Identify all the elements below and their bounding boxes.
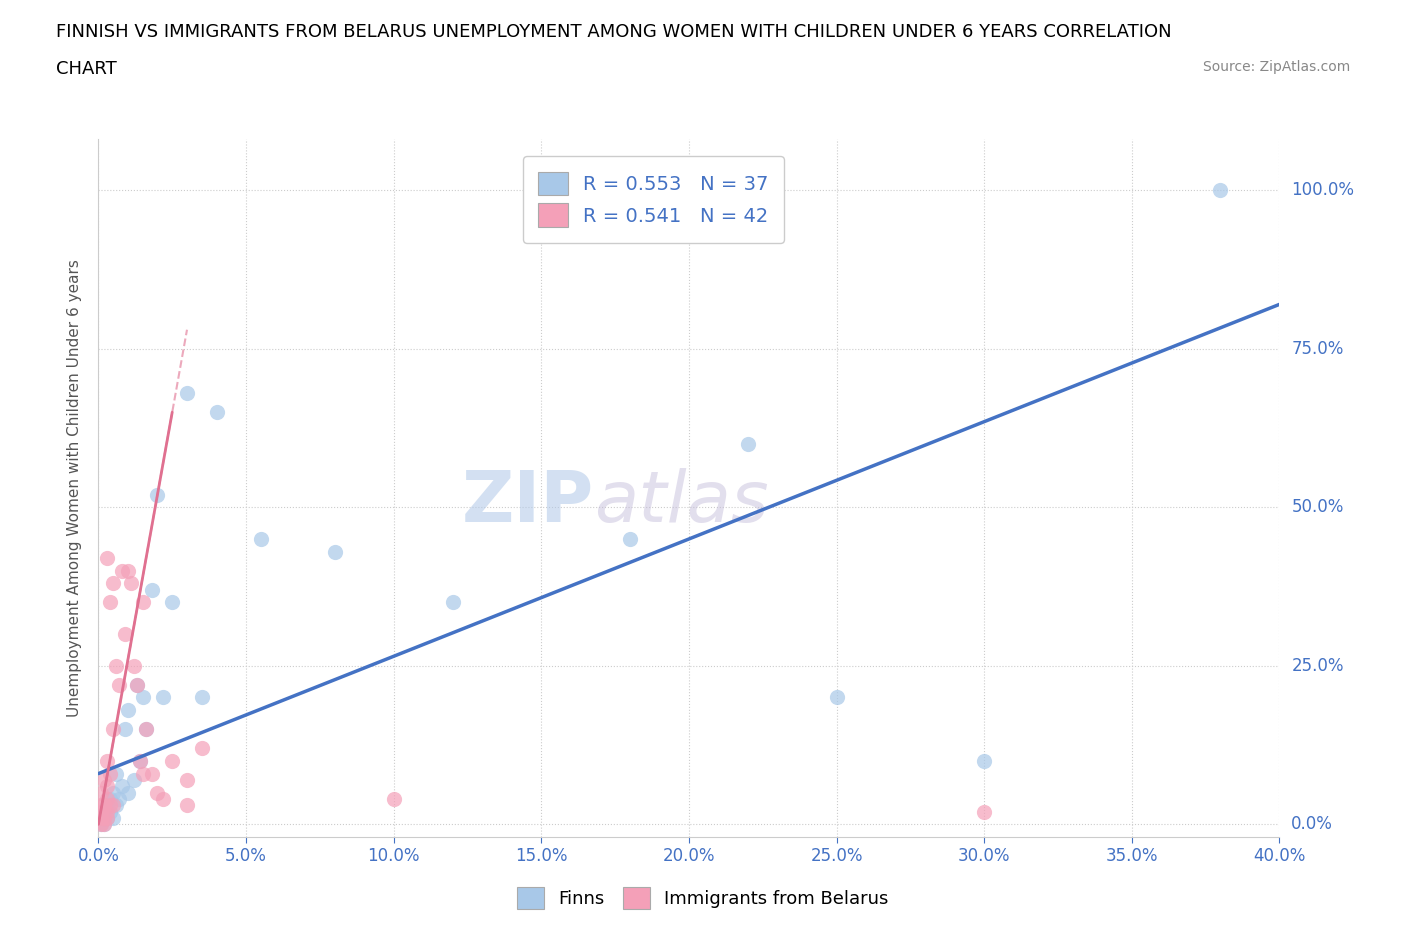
Point — [96, 811, 118, 826]
Point — [191, 741, 214, 756]
Point — [132, 595, 155, 610]
Y-axis label: Unemployment Among Women with Children Under 6 years: Unemployment Among Women with Children U… — [67, 259, 83, 717]
Point — [117, 703, 139, 718]
Point — [90, 811, 112, 826]
Point — [176, 386, 198, 401]
Point — [90, 804, 112, 819]
Point — [96, 811, 118, 826]
Text: Source: ZipAtlas.com: Source: ZipAtlas.com — [1202, 60, 1350, 74]
Text: FINNISH VS IMMIGRANTS FROM BELARUS UNEMPLOYMENT AMONG WOMEN WITH CHILDREN UNDER : FINNISH VS IMMIGRANTS FROM BELARUS UNEMP… — [56, 23, 1171, 41]
Point — [93, 811, 115, 826]
Point — [152, 791, 174, 806]
Point — [108, 677, 131, 692]
Point — [141, 766, 163, 781]
Point — [90, 798, 112, 813]
Point — [122, 658, 145, 673]
Point — [103, 811, 125, 826]
Point — [132, 766, 155, 781]
Point — [382, 791, 405, 806]
Point — [1209, 183, 1232, 198]
Text: 0.0%: 0.0% — [1291, 816, 1333, 833]
Point — [96, 778, 118, 793]
Point — [93, 804, 115, 819]
Point — [128, 753, 150, 768]
Point — [135, 722, 157, 737]
Point — [323, 544, 346, 559]
Point — [128, 753, 150, 768]
Text: 25.0%: 25.0% — [1291, 657, 1344, 675]
Point — [125, 677, 148, 692]
Point — [146, 785, 169, 800]
Point — [105, 658, 128, 673]
Point — [111, 564, 134, 578]
Point — [122, 773, 145, 788]
Point — [737, 436, 759, 451]
Point — [96, 804, 118, 819]
Point — [90, 785, 112, 800]
Legend: R = 0.553   N = 37, R = 0.541   N = 42: R = 0.553 N = 37, R = 0.541 N = 42 — [523, 156, 785, 243]
Text: 75.0%: 75.0% — [1291, 339, 1344, 358]
Point — [96, 551, 118, 565]
Point — [98, 798, 121, 813]
Point — [114, 722, 136, 737]
Point — [152, 690, 174, 705]
Point — [103, 785, 125, 800]
Point — [105, 798, 128, 813]
Point — [120, 576, 142, 591]
Point — [135, 722, 157, 737]
Point — [162, 753, 183, 768]
Text: atlas: atlas — [595, 468, 769, 537]
Point — [162, 595, 183, 610]
Point — [176, 798, 198, 813]
Text: CHART: CHART — [56, 60, 117, 78]
Legend: Finns, Immigrants from Belarus: Finns, Immigrants from Belarus — [510, 880, 896, 916]
Point — [146, 487, 169, 502]
Point — [93, 773, 115, 788]
Point — [90, 817, 112, 831]
Point — [105, 766, 128, 781]
Point — [98, 766, 121, 781]
Point — [93, 798, 115, 813]
Point — [117, 785, 139, 800]
Point — [93, 817, 115, 831]
Text: 50.0%: 50.0% — [1291, 498, 1344, 516]
Point — [973, 753, 995, 768]
Point — [98, 595, 121, 610]
Point — [205, 405, 228, 419]
Point — [125, 677, 148, 692]
Point — [973, 804, 995, 819]
Point — [103, 576, 125, 591]
Point — [98, 804, 121, 819]
Point — [250, 532, 273, 547]
Point — [117, 564, 139, 578]
Point — [108, 791, 131, 806]
Point — [90, 817, 112, 831]
Point — [191, 690, 214, 705]
Point — [132, 690, 155, 705]
Text: ZIP: ZIP — [463, 468, 595, 537]
Point — [825, 690, 848, 705]
Point — [114, 627, 136, 642]
Point — [111, 778, 134, 793]
Point — [103, 722, 125, 737]
Point — [619, 532, 641, 547]
Point — [90, 811, 112, 826]
Point — [141, 582, 163, 597]
Point — [96, 798, 118, 813]
Point — [103, 798, 125, 813]
Point — [93, 817, 115, 831]
Point — [96, 791, 118, 806]
Point — [98, 791, 121, 806]
Text: 100.0%: 100.0% — [1291, 181, 1354, 199]
Point — [176, 773, 198, 788]
Point — [96, 753, 118, 768]
Point — [441, 595, 464, 610]
